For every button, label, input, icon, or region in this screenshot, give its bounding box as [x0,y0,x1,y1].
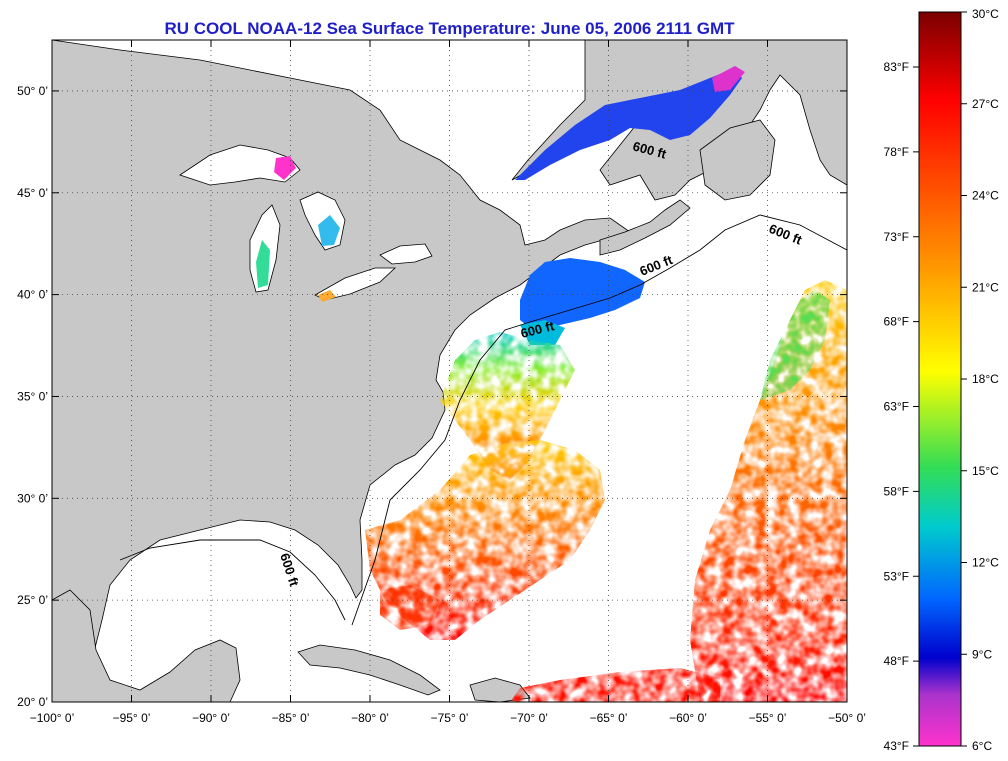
lon-tick-label: −65° 0’ [590,711,628,725]
lon-tick-label: −80° 0’ [351,711,389,725]
lon-tick-label: −55° 0’ [749,711,787,725]
lake-superior-sst [274,156,296,180]
eastern-warm-sst [690,280,847,702]
lon-tick-label: −100° 0’ [30,711,75,725]
lake-michigan-sst [256,240,270,288]
lon-tick-label: −60° 0’ [669,711,707,725]
map-title: RU COOL NOAA-12 Sea Surface Temperature:… [164,19,735,38]
east-coast-land [52,40,631,702]
map-grid [52,40,847,702]
nova-scotia-land [599,199,691,256]
lake-erie-sst [318,290,336,302]
georges-bank-cyan [520,320,565,345]
warm-sargasso-sst [365,440,605,640]
lon-tick-label: −70° 0’ [510,711,548,725]
lon-tick-label: −95° 0’ [113,711,151,725]
axis-ticks: −100° 0’ −95° 0’ −90° 0’ −85° 0’ −80° 0’ −75°… [17,40,866,725]
lat-tick-label: 30° 0’ [17,491,48,505]
lon-tick-label: −75° 0’ [431,711,469,725]
north-america-land [52,40,847,201]
eastern-cool-sst [760,290,830,400]
caribbean-warm-sst [510,668,720,702]
bahamas-sst [380,585,440,630]
newfoundland-land [699,119,776,201]
lon-tick-label: −90° 0’ [192,711,230,725]
mexico-land [52,589,241,702]
lat-tick-label: 35° 0’ [17,389,48,403]
lat-tick-label: 45° 0’ [17,186,48,200]
lon-tick-label: −85° 0’ [272,711,310,725]
lon-tick-label: −50° 0’ [828,711,866,725]
depth-contour-600ft [119,214,847,626]
lat-tick-label: 40° 0’ [17,288,48,302]
gulf-stream-sst [440,332,575,480]
gulf-st-lawrence-sst [515,68,742,180]
cuba-land [297,644,441,696]
lake-huron-sst [318,215,340,246]
lat-tick-label: 25° 0’ [17,593,48,607]
lat-tick-label: 50° 0’ [17,84,48,98]
st-lawrence-magenta [712,66,745,92]
lat-tick-label: 20° 0’ [17,695,48,709]
